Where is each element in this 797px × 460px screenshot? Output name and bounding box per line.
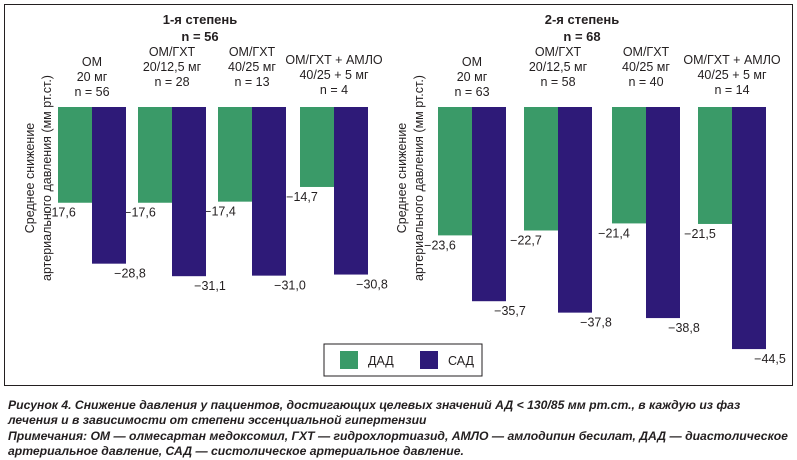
bar-dad [58,107,92,203]
data-label: −14,7 [286,190,318,204]
bar-dad [438,107,472,236]
data-label: −21,4 [598,226,630,240]
bar-sad [646,107,680,319]
category-label: ОМ/ГХТ [229,45,276,59]
category-label: 20 мг [77,70,108,84]
panel-subtitle: n = 56 [181,29,218,44]
category-label: 40/25 мг [228,60,276,74]
bar-dad [612,107,646,224]
data-label: −44,5 [754,352,786,366]
panel-title: 1-я степень [163,12,238,27]
bar-sad [558,107,592,313]
data-label: −30,8 [356,278,388,292]
data-label: −17,4 [204,205,236,219]
bar-sad [334,107,368,275]
data-label: −35,7 [494,304,526,318]
bar-sad [172,107,206,277]
chart-area: 1-я степень n = 56 Среднее снижение артериа… [23,12,786,377]
legend-swatch [420,351,438,369]
figure-notes: Примечания: ОМ — олмесартан медоксомил, … [8,429,788,458]
data-label: −21,5 [684,227,716,241]
category-label: 40/25 + 5 мг [697,68,767,82]
category-label: 20/12,5 мг [529,60,588,74]
category-label: ОМ/ГХТ [149,45,196,59]
bar-sad [92,107,126,264]
data-label: −38,8 [668,321,700,335]
category-label: n = 14 [714,83,749,97]
category-label: 20/12,5 мг [143,60,202,74]
category-label: ОМ [462,55,482,69]
bar-sad [472,107,506,302]
data-label: −22,7 [510,233,542,247]
panel-title: 2-я степень [545,12,620,27]
legend-label: ДАД [368,354,394,368]
category-label: n = 28 [154,75,189,89]
bar-sad [252,107,286,276]
data-label: −23,6 [424,238,456,252]
category-label: 40/25 мг [622,60,670,74]
category-label: ОМ/ГХТ + АМЛО [285,53,383,67]
data-label: −17,6 [124,206,156,220]
data-label: −28,8 [114,267,146,281]
figure-caption: Рисунок 4. Снижение давления у пациентов… [8,398,741,427]
category-label: ОМ/ГХТ [623,45,670,59]
bar-dad [138,107,172,203]
panel-subtitle: n = 68 [563,29,600,44]
data-label: −17,6 [44,206,76,220]
category-label: 40/25 + 5 мг [299,68,369,82]
category-label: n = 63 [454,85,489,99]
y-axis-label: Среднее снижение артериального давления (… [395,75,426,281]
category-label: 20 мг [457,70,488,84]
category-label: ОМ/ГХТ [535,45,582,59]
category-label: n = 13 [234,75,269,89]
legend-label: САД [448,354,475,368]
data-label: −31,0 [274,279,306,293]
category-label: n = 40 [628,75,663,89]
bar-dad [218,107,252,202]
category-label: n = 58 [540,75,575,89]
data-label: −31,1 [194,279,226,293]
bar-dad [524,107,558,231]
category-label: n = 4 [320,83,348,97]
bar-dad [698,107,732,224]
category-label: ОМ [82,55,102,69]
category-label: ОМ/ГХТ + АМЛО [683,53,781,67]
category-label: n = 56 [74,85,109,99]
legend-swatch [340,351,358,369]
bar-dad [300,107,334,187]
y-axis-label: Среднее снижение артериального давления (… [23,75,54,281]
data-label: −37,8 [580,316,612,330]
figure-frame [4,4,793,386]
bar-sad [732,107,766,350]
